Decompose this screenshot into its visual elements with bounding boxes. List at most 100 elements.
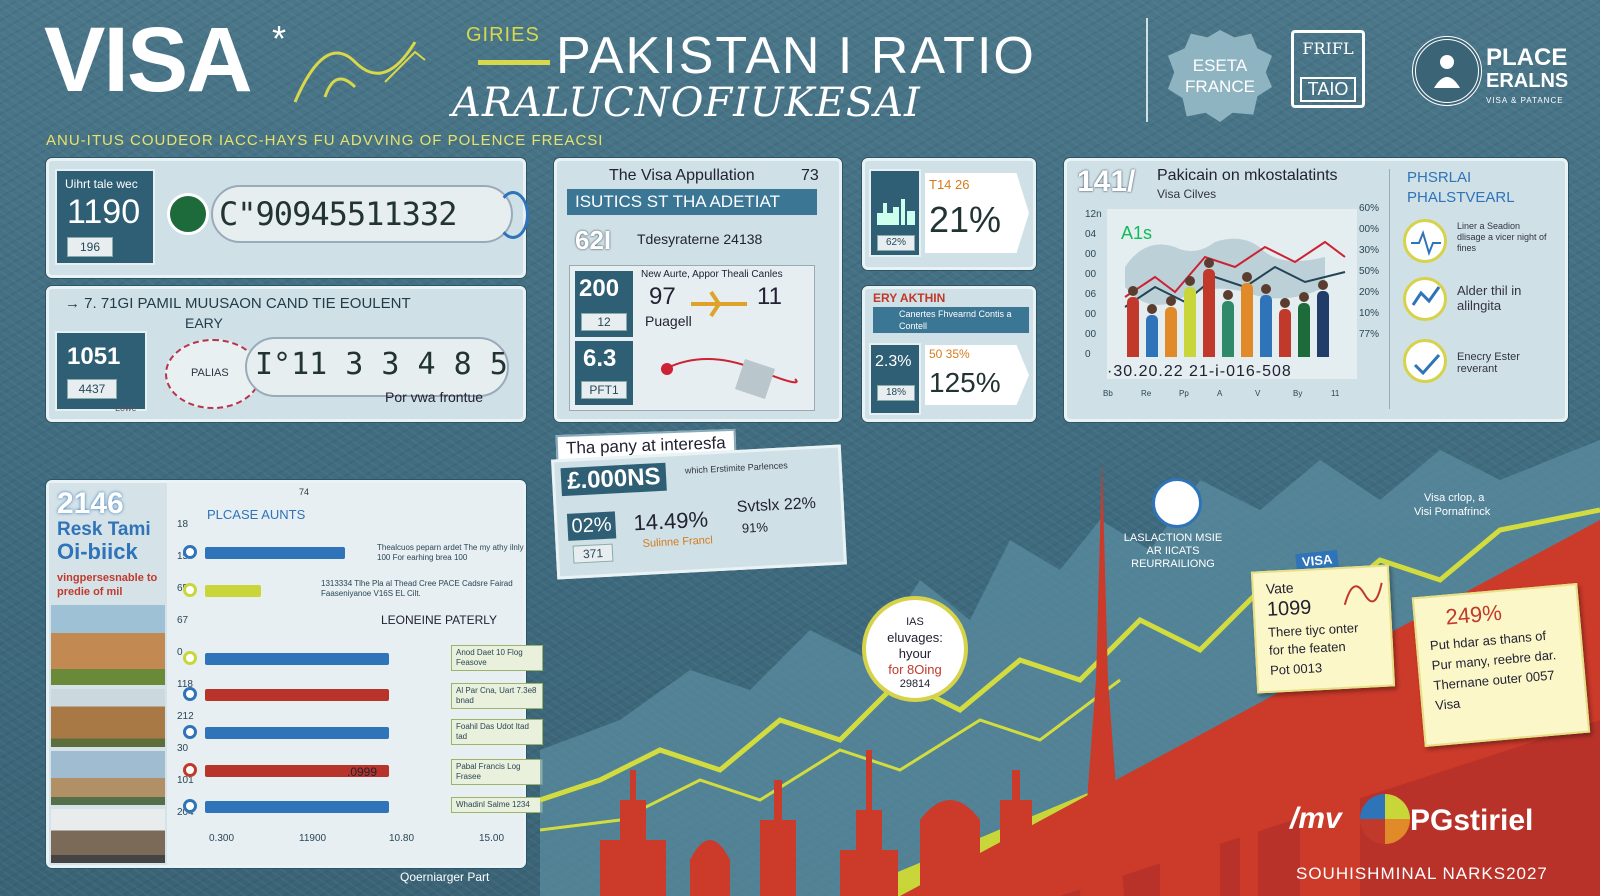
stats-subtitle: Visa Cilves [1157,187,1217,201]
percent-bottom-label: 50 35% [929,347,970,361]
info-circle-line3: hyour [898,646,932,661]
note1-line5: Pot 0013 [1269,660,1323,678]
stat3b-tag: PFT1 [581,381,627,399]
stats-x-labels: Bb Re Pp A V By 11 [1103,389,1363,403]
list-axis-tick: 101 [177,775,194,786]
list-axis-tick: 0 [177,647,183,658]
info-circle-line1: IAS [906,616,924,628]
list-inline-num: .0999 [347,765,378,779]
stats-right-axis: 60% 00% 30% 50% 20% 10% 77% [1359,203,1391,353]
percent-panel-top: 62% T14 26 21% [862,158,1036,270]
percent-bottom-ribbon [925,345,1029,405]
x-axis-label: Re [1141,389,1152,398]
person-bar [1146,315,1158,357]
stat3b-value: 6.3 [583,345,617,372]
list-row-texts: Thealcuos peparn ardet The my athy ilnly… [267,533,543,863]
left-axis-tick: 00 [1085,269,1097,280]
tario-badge: FRIFL TAIO [1291,30,1365,108]
right-axis-tick: 50% [1359,266,1380,277]
world-map-icon [1124,238,1346,308]
list-axis-tick: 118 [177,679,193,690]
route-right: 11 [757,283,782,310]
note1-line2: 1099 [1266,596,1312,621]
stat1-box-tag: 196 [67,237,113,257]
list-row-text: Foahil Das Udot Itad tad [451,719,543,745]
percent-top-tag: 62% [877,235,915,251]
person-bar [1127,297,1139,357]
list-x-tick: 15.00 [479,833,505,844]
person-head [1147,304,1157,314]
route-left: 97 [649,283,676,310]
footer-brand-right: PGstiriel [1410,804,1534,837]
list-axis-tick: 212 [177,711,194,722]
stat3a-box: 200 12 [573,269,635,339]
list-bar-blue [205,653,389,665]
title-dash [478,60,550,65]
feature-2-text: Alder thil in alilngita [1457,283,1522,313]
application-panel: The Visa Appullation 73 ISUTICS ST THA A… [554,158,842,422]
list-row-marker [183,545,197,559]
list-row-marker [183,725,197,739]
percent-top-box: 62% [869,169,921,257]
percent-top-label: T14 26 [929,177,970,192]
right-axis-tick: 20% [1359,287,1380,298]
map-route-icon [661,358,798,399]
list-bar-red [205,689,389,701]
page-title: PAKISTAN I RATIO [556,27,1036,85]
left-axis-tick: 00 [1085,309,1097,320]
stat2-box-value: 1051 [67,343,121,370]
list-row-text: Whadinl Salme 1234 [451,797,543,813]
list-axis-left: 18 15 65 67 0 118 212 30 101 204 [173,519,201,849]
percent-top-ribbon [925,173,1029,253]
list-chart-title: PLCASE AUNTS [207,507,306,522]
sticky-note-2: 249% Put hdar as thans of Pur many, reeb… [1411,583,1591,747]
panel2-heading: → 7. 71GI PAMIL MUUSAON CAND TIE EOULENT [65,295,411,312]
x-axis-label: By [1293,389,1303,398]
digit-strip [211,185,513,243]
panel2-subheading: EARY [185,315,223,331]
info-circle: IAS eluvages: hyour for 8Oing 29814 [862,596,968,702]
emblem-line1: PLACE [1486,44,1568,71]
person-head [1242,272,1252,282]
list-axis-tick: 18 [177,519,189,530]
airplane-icon [691,290,747,318]
percent-top-value: 21% [929,199,1002,240]
footer-tagline: SOUHISHMINAL NARKS2027 [1296,864,1548,883]
footer-logo-icon [1360,794,1410,844]
x-axis-label: Pp [1179,389,1189,398]
right-axis-tick: 10% [1359,308,1380,319]
stat1-box-value: 1190 [67,193,141,231]
list-axis-tick: 204 [177,807,194,818]
list-x-tick: 10.80 [389,833,415,844]
note2-line4: Visa [1434,695,1461,713]
percent-panel-bottom: ERY AKTHIN Canertes Fhvearnd Contis a Co… [862,286,1036,422]
person-bar [1241,283,1253,357]
list-foot: Qoerniarger Part [400,870,490,884]
stat3a-tag: 12 [581,313,627,331]
note1-line4: for the featen [1268,638,1346,658]
emblem-line2: ERALNS [1486,70,1569,92]
left-axis-tick: 00 [1085,249,1097,260]
person-head [1223,290,1233,300]
emblem-figure-icon [1434,55,1460,88]
left-axis-tick: 00 [1085,329,1097,340]
stat3b-box: 6.3 PFT1 [573,339,635,407]
stat-panel-1: Uihrt tale wec 1190 196 C"90945511332 [46,158,529,278]
list-row-marker [183,763,197,777]
x-axis-label: Bb [1103,389,1113,398]
list-section2: LEONEINE PATERLY [381,613,498,627]
right-axis-tick: 77% [1359,329,1380,340]
stat3a-value: 200 [579,275,620,302]
application-big-num: 62I [575,225,612,255]
stat2-box-tag: 4437 [67,379,117,399]
stat-panel-2: → 7. 71GI PAMIL MUUSAON CAND TIE EOULENT… [46,286,526,422]
percent-bottom-header: ERY AKTHIN [873,291,946,305]
right-axis-tick: 30% [1359,245,1380,256]
digit-readout-2: I°11 3 3 4 8 5 [255,347,508,382]
note1-line1: Vate [1265,579,1294,597]
right-axis-tick: 00% [1359,224,1380,235]
landmark-photo-4 [51,809,165,863]
list-bar-blue [205,801,389,813]
person-bar [1184,287,1196,357]
person-head [1166,296,1176,306]
